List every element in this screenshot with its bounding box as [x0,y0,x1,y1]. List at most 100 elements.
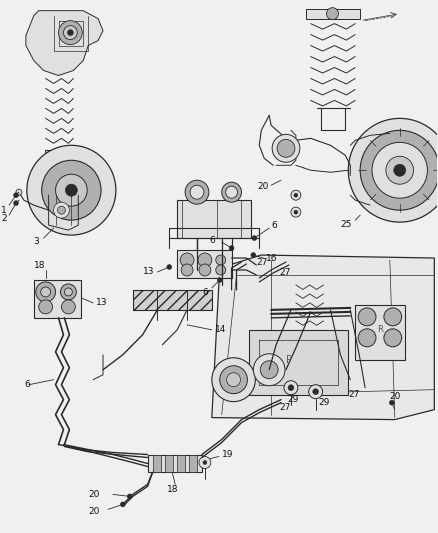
Circle shape [253,354,285,386]
Circle shape [212,358,255,402]
Circle shape [16,189,22,195]
Text: 1: 1 [1,206,7,215]
Circle shape [199,456,211,469]
FancyBboxPatch shape [165,455,173,472]
Text: 2: 2 [1,214,7,223]
FancyBboxPatch shape [177,455,185,472]
Circle shape [284,381,298,394]
Text: 3: 3 [33,237,39,246]
Circle shape [181,264,193,276]
FancyBboxPatch shape [249,330,348,394]
Text: P: P [286,355,292,365]
Text: 6: 6 [271,221,277,230]
Text: 18: 18 [167,485,179,494]
Circle shape [198,253,212,267]
Circle shape [291,207,301,217]
Circle shape [226,186,237,198]
Circle shape [64,288,72,296]
Text: 6: 6 [210,236,215,245]
Text: 16: 16 [266,254,278,263]
Text: 20: 20 [88,490,99,499]
Circle shape [229,246,234,251]
Circle shape [386,156,413,184]
Circle shape [57,206,65,214]
Circle shape [358,329,376,347]
Circle shape [36,282,56,302]
Circle shape [327,7,339,20]
Circle shape [59,21,82,45]
Text: 20: 20 [257,182,268,191]
Circle shape [360,131,438,210]
Circle shape [313,389,318,394]
Circle shape [260,361,278,379]
Circle shape [217,278,222,282]
Circle shape [185,180,209,204]
Circle shape [65,184,77,196]
Text: 20: 20 [390,392,401,401]
Circle shape [60,284,76,300]
Text: 13: 13 [143,268,154,277]
Circle shape [348,118,438,222]
Circle shape [384,308,402,326]
Circle shape [272,134,300,162]
Circle shape [277,139,295,157]
FancyBboxPatch shape [177,200,251,238]
Text: 6: 6 [24,380,30,389]
Circle shape [384,329,402,347]
Text: 18: 18 [34,261,45,270]
Circle shape [252,236,257,240]
Circle shape [180,253,194,267]
Circle shape [56,174,87,206]
Circle shape [199,264,211,276]
Circle shape [42,160,101,220]
Circle shape [226,373,240,386]
Circle shape [190,185,204,199]
Circle shape [167,264,172,270]
Text: 27: 27 [279,403,290,412]
Circle shape [216,265,226,275]
FancyBboxPatch shape [306,9,360,19]
Circle shape [120,502,125,507]
Circle shape [372,142,427,198]
Polygon shape [212,255,434,419]
Circle shape [294,193,298,197]
Text: 19: 19 [222,450,233,459]
Text: 27: 27 [279,269,290,278]
Polygon shape [26,11,103,76]
FancyBboxPatch shape [148,455,202,472]
Circle shape [39,300,53,314]
FancyBboxPatch shape [355,305,405,360]
Text: 27: 27 [348,390,360,399]
Text: 29: 29 [318,398,330,407]
Circle shape [127,494,132,499]
Circle shape [251,253,256,257]
Circle shape [27,146,116,235]
Circle shape [358,308,376,326]
FancyBboxPatch shape [153,455,161,472]
Circle shape [288,385,294,391]
Circle shape [294,210,298,214]
Text: R: R [377,325,383,334]
Circle shape [222,182,241,202]
Circle shape [220,366,247,394]
Circle shape [203,461,207,464]
Text: 20: 20 [88,507,99,516]
FancyBboxPatch shape [34,280,81,318]
Circle shape [41,287,51,297]
Circle shape [14,193,18,198]
Bar [133,290,212,310]
FancyBboxPatch shape [177,250,232,278]
Circle shape [394,164,406,176]
Circle shape [67,30,73,36]
Text: 29: 29 [287,395,298,404]
FancyBboxPatch shape [189,455,197,472]
Circle shape [53,202,69,218]
Circle shape [14,200,18,206]
Text: 25: 25 [340,220,352,229]
Circle shape [291,190,301,200]
Circle shape [309,385,322,399]
Text: 14: 14 [215,325,226,334]
Circle shape [389,400,394,405]
Circle shape [216,255,226,265]
Text: 6: 6 [202,288,208,297]
